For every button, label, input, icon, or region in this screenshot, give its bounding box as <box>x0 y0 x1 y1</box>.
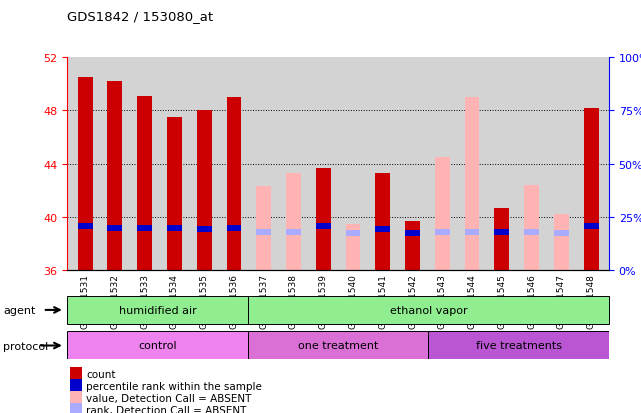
Bar <box>524 229 539 235</box>
Bar <box>67 331 248 359</box>
Bar <box>78 78 92 271</box>
Bar <box>435 229 450 235</box>
Bar <box>108 225 122 231</box>
Text: one treatment: one treatment <box>298 340 378 350</box>
Bar <box>286 173 301 271</box>
Bar <box>435 157 450 271</box>
Bar <box>494 208 509 271</box>
Bar <box>248 331 428 359</box>
Bar <box>167 118 182 271</box>
Bar <box>286 229 301 235</box>
Text: humidified air: humidified air <box>119 305 196 315</box>
Bar <box>226 98 242 271</box>
Bar <box>524 185 539 271</box>
Bar <box>137 225 152 231</box>
Bar <box>376 173 390 271</box>
Bar <box>67 296 248 324</box>
Bar <box>405 230 420 236</box>
Text: value, Detection Call = ABSENT: value, Detection Call = ABSENT <box>87 393 252 403</box>
Bar <box>70 379 82 393</box>
Bar <box>465 229 479 235</box>
Bar <box>376 226 390 232</box>
Bar <box>108 82 122 271</box>
Bar <box>197 111 212 271</box>
Bar <box>316 168 331 271</box>
Bar <box>554 230 569 236</box>
Bar <box>584 108 599 271</box>
Bar <box>137 96 152 271</box>
Bar <box>197 226 212 232</box>
Text: percentile rank within the sample: percentile rank within the sample <box>87 381 262 391</box>
Text: GDS1842 / 153080_at: GDS1842 / 153080_at <box>67 10 213 23</box>
Text: ethanol vapor: ethanol vapor <box>390 305 467 315</box>
Bar <box>256 187 271 271</box>
Bar <box>226 225 242 231</box>
Bar <box>78 224 92 230</box>
Bar <box>70 368 82 381</box>
Bar <box>316 224 331 230</box>
Bar <box>465 98 479 271</box>
Bar <box>256 229 271 235</box>
Text: agent: agent <box>3 306 36 316</box>
Text: five treatments: five treatments <box>476 340 562 350</box>
Text: rank, Detection Call = ABSENT: rank, Detection Call = ABSENT <box>87 405 247 413</box>
Bar <box>494 229 509 235</box>
Bar <box>70 391 82 404</box>
Bar <box>584 224 599 230</box>
Bar <box>405 221 420 271</box>
Bar <box>248 296 609 324</box>
Text: count: count <box>87 369 116 379</box>
Bar <box>345 224 360 271</box>
Bar <box>70 403 82 413</box>
Bar <box>345 230 360 236</box>
Bar <box>554 215 569 271</box>
Bar <box>167 225 182 231</box>
Bar <box>428 331 609 359</box>
Text: protocol: protocol <box>3 341 49 351</box>
Text: control: control <box>138 340 177 350</box>
